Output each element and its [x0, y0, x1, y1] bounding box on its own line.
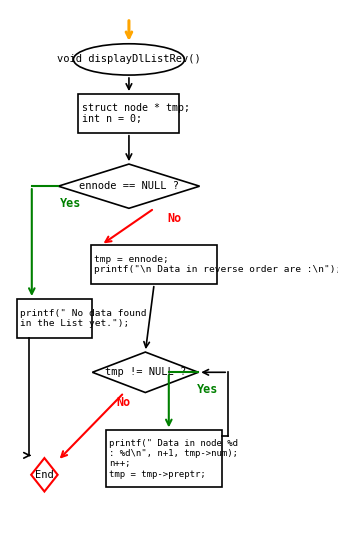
Text: tmp != NULL ?: tmp != NULL ? [105, 367, 186, 377]
Text: Yes: Yes [197, 383, 218, 396]
Text: printf(" No data found
in the List yet.");: printf(" No data found in the List yet."… [20, 308, 146, 328]
Text: ennode == NULL ?: ennode == NULL ? [79, 181, 179, 191]
Text: Yes: Yes [59, 197, 81, 210]
Polygon shape [58, 164, 199, 208]
Text: End: End [35, 470, 54, 480]
Text: tmp = ennode;
printf("\n Data in reverse order are :\n");: tmp = ennode; printf("\n Data in reverse… [94, 255, 338, 274]
FancyBboxPatch shape [91, 245, 217, 284]
FancyBboxPatch shape [78, 94, 179, 133]
Text: No: No [167, 212, 181, 225]
Text: No: No [117, 396, 131, 409]
Text: void displayDlListRev(): void displayDlListRev() [57, 54, 201, 64]
Ellipse shape [73, 44, 185, 75]
Polygon shape [31, 458, 58, 492]
FancyBboxPatch shape [106, 431, 222, 487]
FancyBboxPatch shape [17, 299, 92, 338]
Polygon shape [92, 352, 198, 392]
Text: struct node * tmp;
int n = 0;: struct node * tmp; int n = 0; [81, 102, 190, 124]
Text: printf(" Data in node %d
: %d\n", n+1, tmp->num);
n++;
tmp = tmp->preptr;: printf(" Data in node %d : %d\n", n+1, t… [109, 439, 238, 479]
